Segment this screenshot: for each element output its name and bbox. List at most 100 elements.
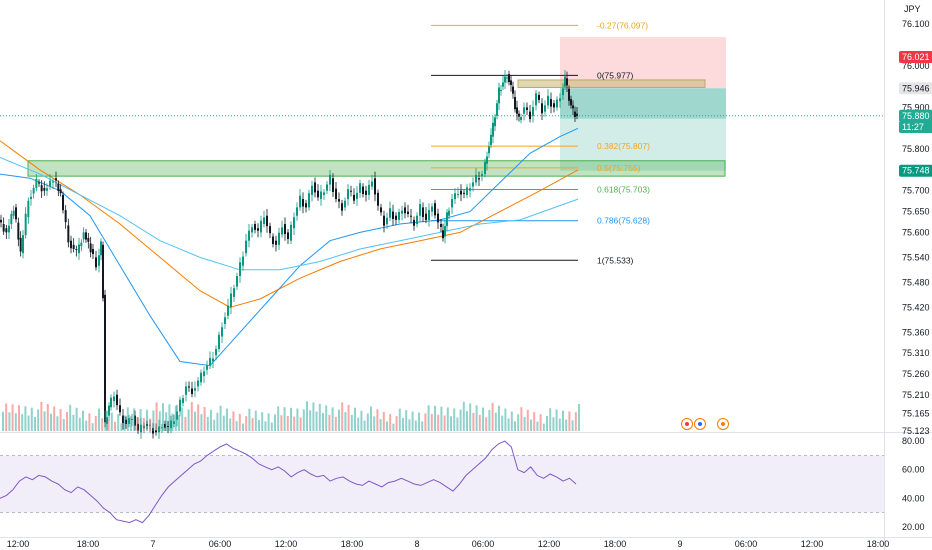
candle-body (203, 371, 205, 377)
candle-body (508, 74, 510, 83)
price-tick-label: 75.650 (902, 207, 930, 217)
volume-bar (2, 411, 4, 431)
volume-bar (363, 420, 366, 431)
volume-bar (578, 404, 580, 431)
volume-bar (491, 402, 494, 431)
volume-bar (66, 411, 68, 431)
volume-bar (549, 408, 552, 431)
price-tag (899, 164, 932, 177)
time-tick-label: 7 (150, 539, 155, 549)
candle-body (407, 211, 409, 215)
volume-bar (258, 419, 260, 431)
candle-body (544, 105, 546, 112)
candle-body (353, 194, 355, 201)
candle-body (431, 206, 433, 212)
volume-bar (78, 417, 81, 431)
volume-bar (40, 401, 43, 431)
candle-body (374, 178, 376, 195)
candle-body (95, 257, 97, 268)
candle-body (520, 117, 522, 120)
candle-body (215, 348, 217, 356)
volume-bar (50, 413, 52, 431)
volume-bar (222, 415, 225, 431)
time-tick-label: 12:00 (538, 539, 561, 549)
candle-body (442, 230, 444, 239)
volume-bar (398, 408, 401, 431)
volume-bar (344, 412, 347, 431)
candle-body (341, 203, 343, 211)
candle-body (484, 161, 486, 175)
candle-body (263, 217, 265, 225)
candle-body (38, 182, 40, 184)
volume-bar (53, 406, 56, 431)
price-tick-label: 76.100 (902, 19, 930, 29)
resistance-zone (517, 79, 706, 88)
price-tag (899, 121, 932, 134)
candle-body (119, 405, 121, 413)
take-profit-zone (560, 88, 726, 171)
candle-body (116, 394, 118, 406)
volume-bar (446, 407, 449, 431)
candle-body (338, 199, 340, 202)
candle-body (559, 98, 561, 102)
candle-body (538, 94, 540, 100)
volume-bar (469, 403, 472, 431)
candle-body (317, 190, 319, 198)
candle-body (466, 187, 468, 195)
candle-body (350, 190, 352, 192)
candle-body (43, 187, 46, 191)
volume-bar (456, 417, 459, 431)
volume-bar (558, 418, 561, 431)
volume-bar (290, 407, 292, 431)
candle-body (448, 210, 450, 216)
time-tick-label: 06:00 (472, 539, 495, 549)
fib-level-label: 0.382(75.807) (597, 141, 650, 151)
rsi-pane: 80.00 60.00 40.00 20.00 (0, 436, 925, 532)
candle-body (70, 240, 72, 249)
price-tick-label: 75.800 (902, 144, 930, 154)
candle-body (233, 288, 235, 297)
volume-bar (366, 413, 369, 431)
volume-bar (5, 403, 8, 431)
volume-bar (488, 410, 491, 431)
fibonacci-retracement[interactable]: -0.27(76.097) 0(75.977) 0.382(75.807) 0.5(7… (0, 20, 884, 265)
volume-bar (11, 404, 14, 431)
candle-body (320, 191, 322, 200)
candle-body (87, 237, 90, 242)
candle-body (185, 386, 187, 395)
candle-body (398, 211, 400, 220)
time-tick-label: 8 (414, 539, 419, 549)
candle-body (191, 388, 193, 394)
price-axis[interactable]: JPY 76.100 76.000 75.900 75.800 75.700 75.650 7… (899, 4, 932, 436)
candles (0, 69, 578, 439)
candle-body (22, 235, 24, 254)
currency-label: JPY (904, 4, 921, 14)
candle-body (78, 244, 80, 254)
volume-bar (75, 407, 78, 431)
time-axis[interactable]: 12:00 18:00 7 06:00 12:00 18:00 8 06:00 12:00 18:… (7, 539, 890, 549)
candle-body (5, 228, 8, 233)
volume-bar (514, 421, 516, 431)
candle-body (326, 184, 328, 191)
volume-bar (206, 416, 209, 431)
candle-body (500, 89, 502, 91)
volume-bar (389, 414, 392, 431)
volume-bar (466, 411, 468, 431)
volume-bar (530, 419, 532, 431)
volume-bar (312, 402, 315, 431)
candle-body (311, 185, 313, 195)
volume-bar (178, 415, 180, 431)
volume-bar (331, 407, 334, 431)
candle-body (281, 227, 283, 235)
fib-level-label: 0.5(75.755) (597, 163, 641, 173)
candle-body (104, 294, 106, 423)
candle-body (347, 189, 349, 200)
candle-body (239, 262, 241, 277)
event-markers[interactable] (681, 418, 729, 430)
candle-body (82, 232, 85, 240)
candle-body (278, 232, 280, 245)
price-tick-label: 75.310 (902, 348, 930, 358)
volume-bar (424, 413, 427, 431)
